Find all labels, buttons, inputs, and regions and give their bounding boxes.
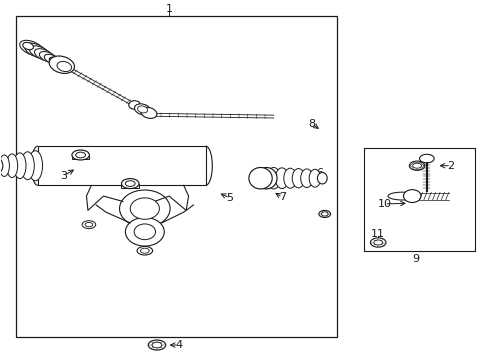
Bar (16, 16, 336, 337)
Text: 8: 8 (307, 118, 315, 129)
Ellipse shape (85, 222, 93, 227)
Ellipse shape (23, 42, 33, 50)
Ellipse shape (40, 51, 56, 63)
Ellipse shape (387, 192, 416, 200)
Ellipse shape (21, 152, 34, 180)
Ellipse shape (49, 56, 74, 73)
Circle shape (134, 224, 155, 240)
Circle shape (128, 101, 140, 109)
Text: 7: 7 (278, 192, 285, 202)
Ellipse shape (72, 150, 89, 160)
Circle shape (119, 190, 170, 227)
Ellipse shape (283, 168, 296, 188)
Ellipse shape (20, 40, 43, 56)
Ellipse shape (57, 62, 71, 72)
Circle shape (130, 198, 159, 219)
Bar (363, 148, 474, 251)
Ellipse shape (137, 106, 147, 113)
Circle shape (403, 190, 420, 203)
Text: 9: 9 (411, 254, 418, 264)
Ellipse shape (82, 221, 96, 229)
Text: 3: 3 (60, 171, 67, 181)
Ellipse shape (0, 157, 3, 175)
Text: 5: 5 (226, 193, 233, 203)
Text: 10: 10 (377, 199, 391, 209)
Ellipse shape (148, 340, 165, 350)
Ellipse shape (300, 169, 312, 188)
Ellipse shape (266, 167, 280, 189)
Ellipse shape (255, 167, 277, 189)
Ellipse shape (275, 168, 288, 189)
Bar (121, 184, 139, 188)
Ellipse shape (152, 342, 162, 348)
Ellipse shape (408, 161, 424, 170)
Text: 4: 4 (175, 340, 182, 350)
Ellipse shape (141, 107, 157, 118)
Text: 6: 6 (316, 168, 323, 178)
Ellipse shape (34, 49, 53, 61)
Ellipse shape (44, 54, 60, 64)
Ellipse shape (373, 240, 382, 245)
Ellipse shape (24, 43, 47, 57)
Ellipse shape (125, 181, 135, 186)
Ellipse shape (49, 57, 63, 66)
Text: 2: 2 (447, 161, 454, 171)
Ellipse shape (308, 169, 320, 187)
Ellipse shape (412, 163, 421, 168)
Text: 1: 1 (165, 4, 172, 14)
Ellipse shape (419, 154, 433, 163)
Ellipse shape (76, 152, 85, 158)
Ellipse shape (292, 168, 304, 188)
Ellipse shape (140, 248, 149, 253)
Ellipse shape (14, 153, 26, 179)
Ellipse shape (248, 167, 272, 189)
Ellipse shape (137, 247, 152, 255)
Circle shape (125, 217, 164, 246)
Ellipse shape (370, 238, 385, 247)
Ellipse shape (0, 155, 9, 176)
Ellipse shape (317, 172, 326, 184)
Bar (38, 146, 205, 185)
Text: 11: 11 (370, 229, 385, 239)
Ellipse shape (321, 212, 327, 216)
Ellipse shape (29, 46, 50, 59)
Ellipse shape (28, 151, 42, 181)
Ellipse shape (6, 154, 18, 177)
Ellipse shape (121, 179, 139, 189)
Ellipse shape (318, 210, 330, 217)
Ellipse shape (134, 104, 150, 115)
Bar (72, 156, 89, 159)
